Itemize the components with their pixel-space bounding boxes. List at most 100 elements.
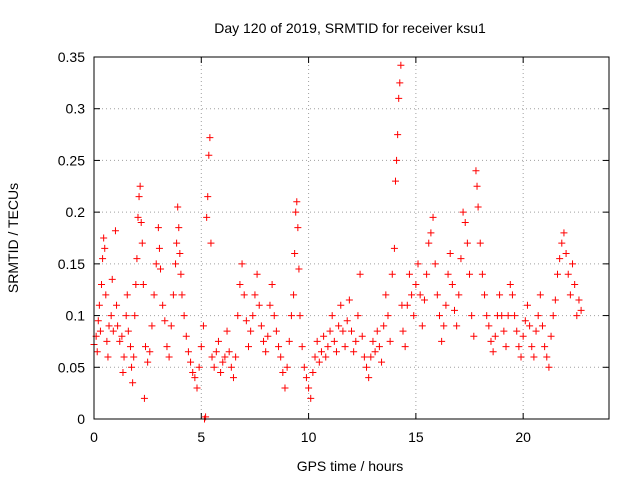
data-point xyxy=(102,291,110,299)
data-point xyxy=(395,94,403,102)
data-point xyxy=(272,327,280,335)
data-point xyxy=(142,343,149,351)
data-point xyxy=(519,332,527,340)
data-point xyxy=(337,301,345,309)
data-point xyxy=(414,260,422,268)
data-point xyxy=(425,239,433,247)
data-point xyxy=(232,353,240,361)
data-point xyxy=(210,363,218,371)
data-point xyxy=(103,337,111,345)
data-point xyxy=(108,275,116,283)
data-point xyxy=(195,363,203,371)
data-point xyxy=(191,374,199,382)
x-tick-label: 10 xyxy=(301,429,317,445)
data-point xyxy=(571,281,579,289)
data-point xyxy=(136,182,144,190)
data-point xyxy=(350,348,358,356)
data-point xyxy=(302,374,310,382)
x-tick-label: 0 xyxy=(90,429,98,445)
data-point xyxy=(266,301,274,309)
data-point xyxy=(326,327,334,335)
data-point xyxy=(427,229,435,237)
data-point xyxy=(219,358,227,366)
data-point xyxy=(438,337,446,345)
data-point xyxy=(298,343,306,351)
data-point xyxy=(313,337,321,345)
data-point xyxy=(386,337,394,345)
data-point xyxy=(444,270,452,278)
data-point xyxy=(356,270,364,278)
data-point xyxy=(206,134,214,142)
y-axis-ticks: 0 0.05 0.1 0.15 0.2 0.25 0.3 0.35 xyxy=(58,49,609,427)
data-point xyxy=(165,353,173,361)
data-point xyxy=(431,260,439,268)
data-point xyxy=(530,353,538,361)
data-point xyxy=(399,327,407,335)
data-point xyxy=(506,281,514,289)
data-point xyxy=(133,255,141,263)
data-point xyxy=(373,327,381,335)
data-point xyxy=(551,296,559,304)
data-point xyxy=(577,306,585,314)
data-point xyxy=(393,156,401,164)
data-point xyxy=(296,312,304,320)
data-point xyxy=(345,296,353,304)
data-point xyxy=(543,353,551,361)
data-point xyxy=(573,312,581,320)
data-point xyxy=(513,327,521,335)
data-point xyxy=(182,332,190,340)
data-point xyxy=(113,301,121,309)
data-point xyxy=(193,384,201,392)
data-point xyxy=(405,270,413,278)
data-point xyxy=(204,193,212,201)
data-points xyxy=(90,61,585,423)
data-point xyxy=(341,343,349,351)
data-point xyxy=(197,343,205,351)
data-point xyxy=(410,312,418,320)
data-point xyxy=(390,244,398,252)
data-point xyxy=(408,291,416,299)
data-point xyxy=(371,348,379,356)
plot-frame xyxy=(93,56,610,420)
data-point xyxy=(375,343,383,351)
data-point xyxy=(311,353,319,361)
data-point xyxy=(523,301,531,309)
data-point xyxy=(279,368,287,376)
data-point xyxy=(95,301,103,309)
data-point xyxy=(360,353,368,361)
y-tick-label: 0.3 xyxy=(66,101,86,117)
data-point xyxy=(155,244,163,252)
data-point xyxy=(107,312,115,320)
data-point xyxy=(172,260,180,268)
data-point xyxy=(275,343,283,351)
data-point xyxy=(176,250,184,258)
data-point xyxy=(536,291,544,299)
data-point xyxy=(352,337,360,345)
data-point xyxy=(496,291,504,299)
data-point xyxy=(369,337,377,345)
data-point xyxy=(412,281,420,289)
data-point xyxy=(154,224,162,232)
data-point xyxy=(203,213,211,221)
data-point xyxy=(435,312,443,320)
data-point xyxy=(320,332,328,340)
data-point xyxy=(500,327,508,335)
data-point xyxy=(562,250,570,258)
data-point xyxy=(100,234,108,242)
y-tick-label: 0.2 xyxy=(66,204,86,220)
data-point xyxy=(448,281,456,289)
data-point xyxy=(328,312,336,320)
data-point xyxy=(101,244,109,252)
data-point xyxy=(94,317,102,325)
y-tick-label: 0 xyxy=(77,411,85,427)
data-point xyxy=(293,198,301,206)
data-point xyxy=(423,270,431,278)
grid-lines xyxy=(94,57,609,419)
data-point xyxy=(281,384,289,392)
data-point xyxy=(473,182,481,190)
data-point xyxy=(229,374,237,382)
data-point xyxy=(442,301,450,309)
data-point xyxy=(566,291,574,299)
data-point xyxy=(459,208,467,216)
data-point xyxy=(163,343,171,351)
